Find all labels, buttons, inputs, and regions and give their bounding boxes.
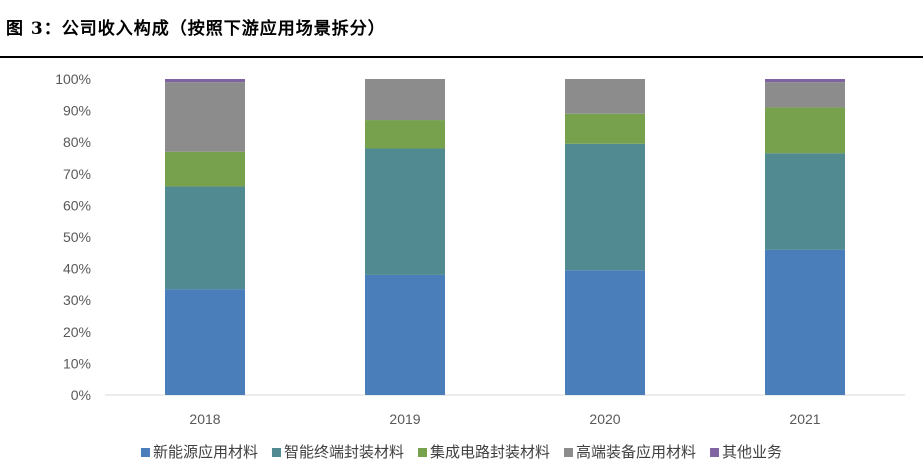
legend-swatch: [271, 448, 281, 457]
legend-swatch: [564, 448, 574, 457]
y-tick-label: 90%: [63, 103, 91, 119]
y-tick-label: 50%: [63, 229, 91, 245]
y-tick-label: 0%: [71, 387, 91, 403]
bar-segment: [165, 289, 245, 395]
legend-label: 其他业务: [722, 443, 782, 461]
bar-segment: [165, 151, 245, 187]
legend-label: 集成电路封装材料: [430, 443, 550, 461]
title-underline: [0, 56, 923, 58]
bar-segment: [765, 153, 845, 250]
legend-swatch: [710, 448, 720, 457]
bar-segment: [765, 79, 845, 83]
chart-title: 图 3：公司收入构成（按照下游应用场景拆分）: [6, 19, 386, 39]
bar-segment: [165, 82, 245, 152]
bar-segment: [165, 186, 245, 290]
legend-swatch: [140, 448, 150, 457]
bar-segment: [765, 249, 845, 395]
bar-segment: [765, 107, 845, 154]
y-tick-label: 10%: [63, 355, 91, 371]
x-tick-label: 2021: [789, 411, 820, 427]
y-tick-label: 40%: [63, 261, 91, 277]
x-tick-label: 2020: [589, 411, 620, 427]
bar-segment: [365, 120, 445, 149]
bar-segment: [765, 82, 845, 108]
x-tick-label: 2018: [189, 411, 220, 427]
bar-segment: [165, 79, 245, 83]
legend-label: 智能终端封装材料: [284, 443, 404, 461]
legend-label: 新能源应用材料: [153, 443, 258, 461]
bar-segment: [365, 274, 445, 395]
bar-segment: [365, 148, 445, 275]
bar-segment: [565, 270, 645, 395]
y-tick-label: 60%: [63, 197, 91, 213]
x-tick-label: 2019: [389, 411, 420, 427]
y-tick-label: 30%: [63, 292, 91, 308]
bar-segment: [565, 79, 645, 114]
y-tick-label: 20%: [63, 324, 91, 340]
y-tick-label: 80%: [63, 134, 91, 150]
bar-segment: [565, 113, 645, 144]
y-tick-label: 100%: [55, 71, 91, 87]
bar-segment: [365, 79, 445, 121]
y-tick-label: 70%: [63, 166, 91, 182]
legend-swatch: [417, 448, 427, 457]
bar-segment: [565, 143, 645, 271]
legend-label: 高端装备应用材料: [576, 443, 696, 461]
